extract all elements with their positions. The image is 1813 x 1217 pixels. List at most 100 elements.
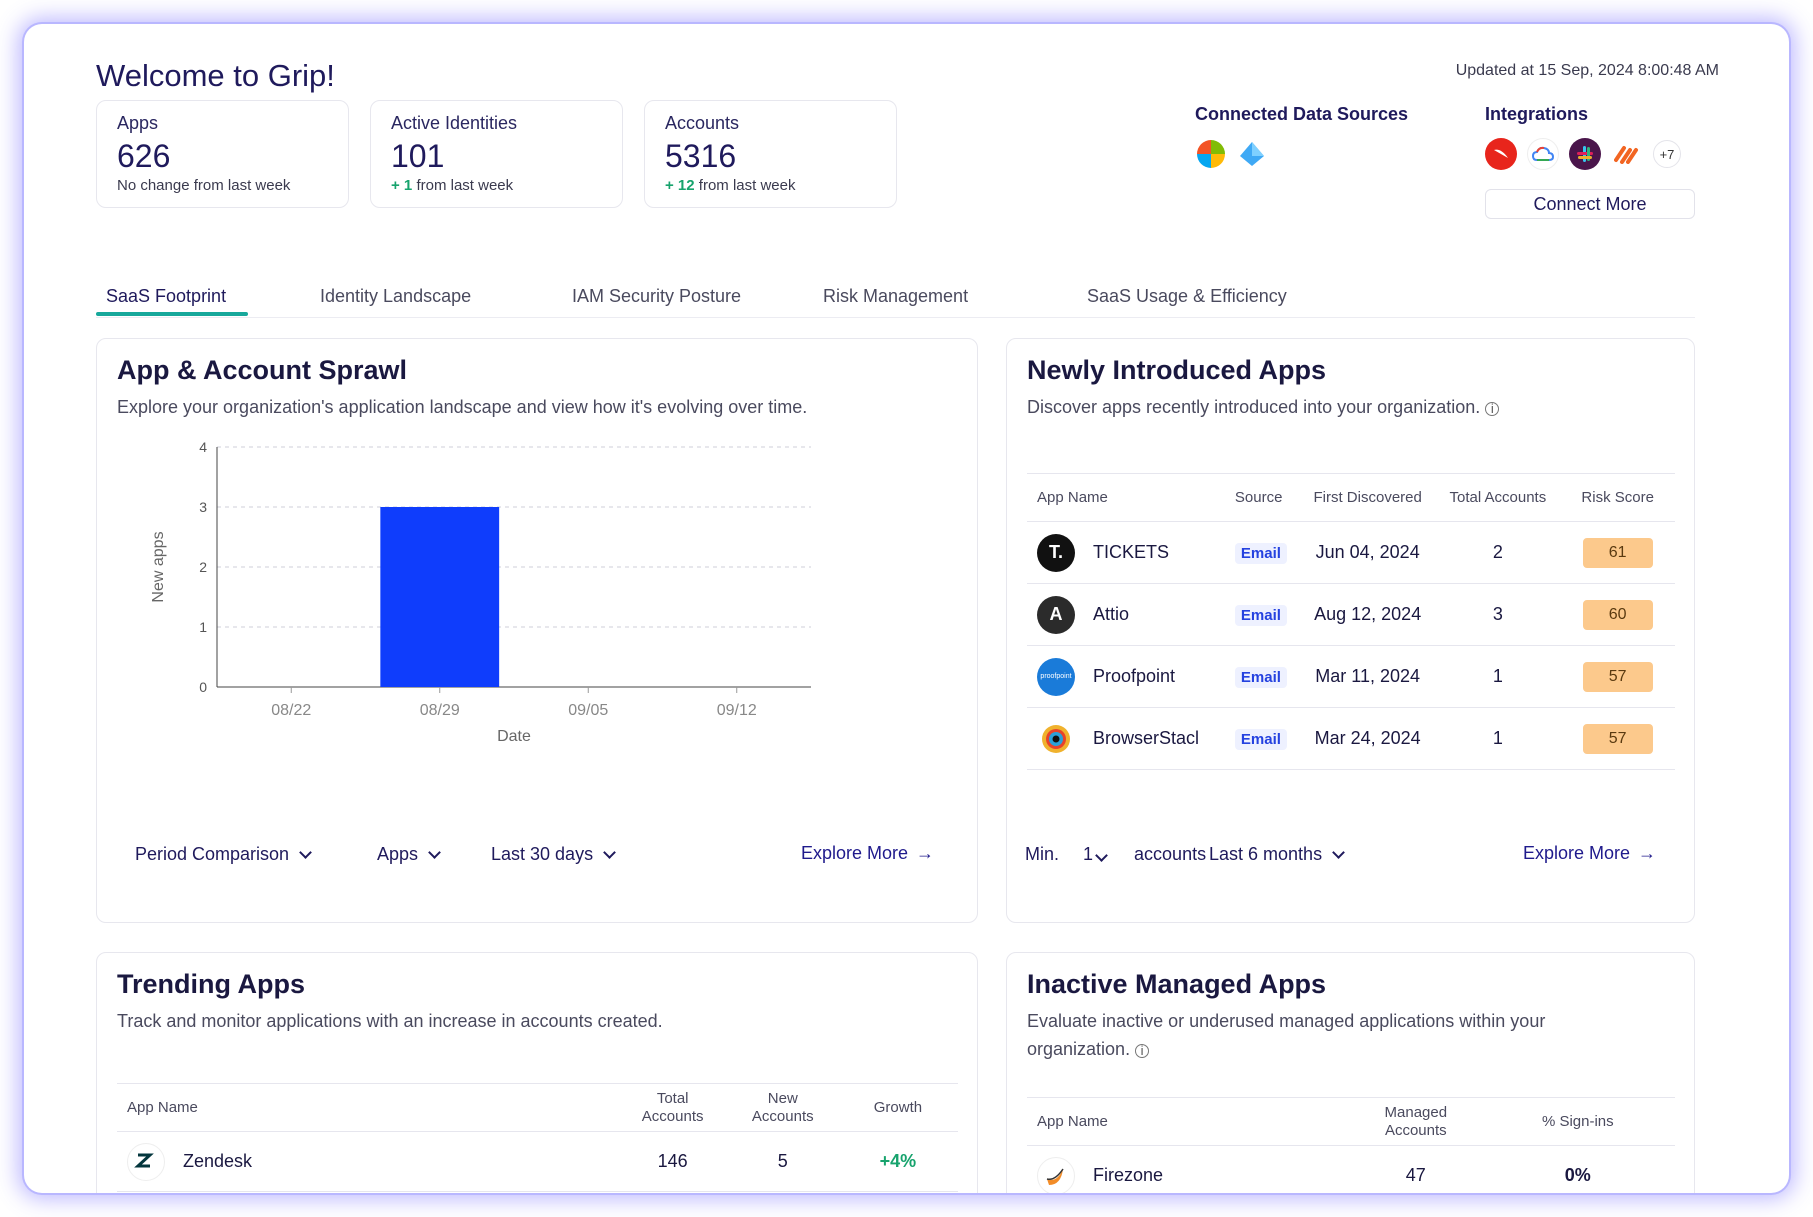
stat-card-accounts[interactable]: Accounts 5316 + 12 from last week: [644, 100, 897, 208]
risk-score-badge: 57: [1582, 661, 1653, 692]
accounts-label: accounts: [1134, 844, 1207, 864]
stat-value: 626: [117, 138, 171, 174]
col-new-accounts[interactable]: New Accounts: [727, 1083, 838, 1132]
col-source[interactable]: Source: [1224, 473, 1300, 522]
inactive-card: Inactive Managed Apps Evaluate inactive …: [1006, 952, 1695, 1193]
integrations-title: Integrations: [1485, 104, 1589, 124]
info-icon[interactable]: i: [1485, 402, 1500, 416]
stat-value: 5316: [665, 138, 737, 174]
table-row[interactable]: Zendesk 146 5 +4%: [117, 1131, 958, 1192]
y-tick-label: 3: [199, 499, 207, 515]
zapier-icon[interactable]: [1611, 138, 1643, 170]
tab-iam-security-posture[interactable]: IAM Security Posture: [572, 286, 742, 306]
connect-more-button[interactable]: Connect More: [1485, 189, 1695, 219]
firezone-logo-icon: [1037, 1156, 1075, 1193]
newly-explore-more-link[interactable]: Explore More →: [1523, 843, 1657, 863]
first-discovered: Aug 12, 2024: [1299, 583, 1436, 646]
x-axis-label: Date: [497, 728, 531, 745]
col-app-name[interactable]: App Name: [117, 1083, 618, 1132]
col-app-name[interactable]: App Name: [1027, 473, 1225, 522]
chevron-down-icon: [299, 845, 312, 859]
col-risk-score[interactable]: Risk Score: [1560, 473, 1675, 522]
col-sign-ins[interactable]: % Sign-ins: [1480, 1097, 1675, 1146]
active-tab-indicator: [96, 312, 248, 316]
table-row[interactable]: BrowserStacl Email Mar 24, 2024 1 57: [1027, 707, 1675, 770]
total-accounts: 1: [1435, 707, 1561, 770]
col-growth[interactable]: Growth: [837, 1083, 958, 1132]
info-icon[interactable]: i: [1135, 1044, 1150, 1058]
stat-change: + 1 from last week: [391, 177, 514, 194]
min-label: Min.: [1025, 844, 1060, 864]
chevron-down-icon: [603, 845, 616, 859]
managed-accounts: 47: [1351, 1145, 1481, 1193]
y-tick-label: 4: [199, 439, 207, 455]
table-row[interactable]: Firezone 47 0%: [1027, 1145, 1675, 1193]
app-name: Firezone: [1093, 1165, 1164, 1185]
x-tick-label: 08/29: [420, 702, 460, 719]
zendesk-logo-icon: [127, 1142, 165, 1181]
app-name: Attio: [1093, 604, 1130, 624]
growth-value: +4%: [837, 1131, 958, 1192]
first-discovered: Mar 11, 2024: [1299, 645, 1436, 708]
tab-saas-usage-efficiency[interactable]: SaaS Usage & Efficiency: [1087, 286, 1287, 306]
y-tick-label: 2: [199, 559, 207, 575]
col-managed-accounts[interactable]: Managed Accounts: [1351, 1097, 1481, 1146]
source-badge: Email: [1234, 666, 1287, 688]
stat-card-apps[interactable]: Apps 626 No change from last week: [96, 100, 349, 208]
table-row[interactable]: [117, 1191, 958, 1193]
range-dropdown[interactable]: Last 30 days: [491, 844, 616, 865]
inactive-title: Inactive Managed Apps: [1027, 969, 1327, 999]
col-total-accounts[interactable]: Total Accounts: [1435, 473, 1561, 522]
sprawl-card: App & Account Sprawl Explore your organi…: [96, 338, 978, 923]
trending-table: App Name Total Accounts New Accounts Gro…: [117, 1083, 958, 1193]
microsoft-icon[interactable]: [1195, 138, 1227, 170]
google-cloud-icon[interactable]: [1527, 138, 1559, 170]
stat-card-identities[interactable]: Active Identities 101 + 1 from last week: [370, 100, 623, 208]
stat-label: Active Identities: [391, 113, 518, 133]
table-row[interactable]: T. TICKETS Email Jun 04, 2024 2 61: [1027, 521, 1675, 584]
trending-card: Trending Apps Track and monitor applicat…: [96, 952, 978, 1193]
risk-score-badge: 61: [1582, 537, 1653, 568]
source-badge: Email: [1234, 728, 1287, 750]
connected-sources-title: Connected Data Sources: [1195, 104, 1409, 124]
y-tick-label: 0: [199, 679, 207, 695]
period-comparison-dropdown[interactable]: Period Comparison: [135, 844, 312, 865]
stat-value: 101: [391, 138, 445, 174]
first-discovered: Mar 24, 2024: [1299, 707, 1436, 770]
stat-change: + 12 from last week: [665, 177, 796, 194]
crowdstrike-icon[interactable]: [1485, 138, 1517, 170]
newly-subtitle: Discover apps recently introduced into y…: [1027, 393, 1500, 421]
sprawl-subtitle: Explore your organization's application …: [117, 397, 808, 417]
arrow-right-icon: →: [1638, 843, 1657, 863]
min-value-dropdown[interactable]: 1: [1083, 844, 1108, 865]
newly-table: App Name Source First Discovered Total A…: [1027, 473, 1675, 770]
col-first-discovered[interactable]: First Discovered: [1299, 473, 1436, 522]
risk-score-badge: 57: [1582, 723, 1653, 754]
x-tick-label: 08/22: [271, 702, 311, 719]
page-title: Welcome to Grip!: [96, 58, 335, 93]
tab-saas-footprint[interactable]: SaaS Footprint: [106, 286, 227, 306]
inactive-table: App Name Managed Accounts % Sign-ins Fir…: [1027, 1097, 1675, 1193]
tab-identity-landscape[interactable]: Identity Landscape: [320, 286, 472, 306]
table-row[interactable]: A Attio Email Aug 12, 2024 3 60: [1027, 583, 1675, 646]
app-logo-icon: [1037, 719, 1075, 758]
table-row[interactable]: proofpoint Proofpoint Email Mar 11, 2024 1 57: [1027, 645, 1675, 708]
min-accounts-filter: Min. 1 accounts: [1025, 844, 1206, 865]
metric-dropdown[interactable]: Apps: [377, 844, 441, 865]
sprawl-explore-more-link[interactable]: Explore More →: [801, 843, 935, 863]
tab-risk-management[interactable]: Risk Management: [823, 286, 969, 306]
more-integrations-badge[interactable]: +7: [1653, 140, 1681, 168]
x-tick-label: 09/05: [568, 702, 608, 719]
chevron-down-icon: [1332, 845, 1345, 859]
azure-icon[interactable]: [1236, 138, 1268, 170]
new-accounts: 5: [727, 1131, 838, 1192]
risk-score-badge: 60: [1582, 599, 1653, 630]
col-app-name[interactable]: App Name: [1027, 1097, 1351, 1146]
y-axis-label: New apps: [150, 531, 167, 602]
app-name: BrowserStacl: [1093, 728, 1200, 748]
slack-icon[interactable]: [1569, 138, 1601, 170]
newly-title: Newly Introduced Apps: [1027, 355, 1327, 385]
period-dropdown[interactable]: Last 6 months: [1209, 844, 1345, 865]
col-total-accounts[interactable]: Total Accounts: [617, 1083, 728, 1132]
app-logo-icon: proofpoint: [1037, 657, 1075, 696]
